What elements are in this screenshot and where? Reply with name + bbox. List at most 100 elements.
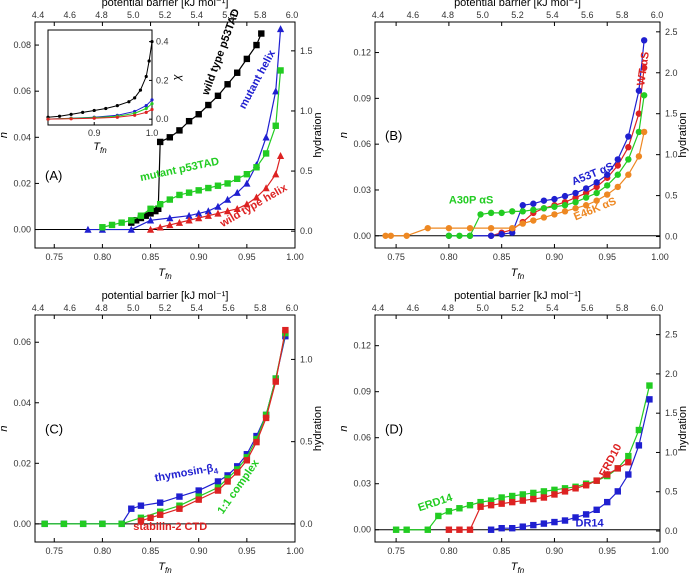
data-point xyxy=(509,208,516,215)
series-1-1-complex xyxy=(41,329,289,528)
x-tick-label: 0.80 xyxy=(440,252,458,262)
data-point xyxy=(498,524,505,532)
top-axis-tick-label: 6.0 xyxy=(651,303,664,313)
data-point xyxy=(272,170,280,178)
data-point xyxy=(253,164,260,171)
data-point xyxy=(127,225,135,233)
data-point xyxy=(175,218,184,226)
inset-data-point xyxy=(92,108,96,113)
right-axis-title: hydration xyxy=(677,406,689,451)
panel-d: 0.75 0.80 0.85 0.90 0.95 1.00 4.4 4.6 4.8 5.0 5.2 5… xyxy=(338,290,689,575)
y2-tick-label: 0.0 xyxy=(665,526,678,536)
y2-tick-label: 1.5 xyxy=(300,46,313,56)
data-point xyxy=(572,205,579,212)
data-point xyxy=(223,195,232,203)
data-point xyxy=(604,191,611,198)
data-point xyxy=(614,156,621,163)
y2-tick-label: 1.5 xyxy=(665,408,678,418)
data-point xyxy=(625,144,632,151)
panel-b: 0.75 0.80 0.85 0.90 0.95 1.00 4.4 4.6 4.8 5.0 5.2 5… xyxy=(338,0,689,281)
x-axis-title-main: T xyxy=(158,267,166,279)
x-tick-label: 0.90 xyxy=(190,546,208,556)
x-tick-label: 0.85 xyxy=(142,252,160,262)
data-point xyxy=(582,482,590,489)
top-axis-tick-label: 5.8 xyxy=(254,10,267,20)
data-point xyxy=(156,223,164,231)
data-point xyxy=(445,508,453,515)
top-axis-tick-label: 4.4 xyxy=(372,303,385,313)
data-point xyxy=(477,503,484,510)
data-point xyxy=(147,514,154,521)
data-point xyxy=(561,488,569,495)
series-a30p-s xyxy=(445,92,648,239)
data-point xyxy=(276,151,285,159)
series-erd10 xyxy=(445,459,632,533)
data-point xyxy=(195,187,202,194)
data-point xyxy=(205,101,212,109)
data-point xyxy=(519,208,526,215)
inset-data-point xyxy=(69,117,73,121)
panel-label: (A) xyxy=(45,168,62,183)
data-point xyxy=(176,127,183,134)
data-point xyxy=(519,491,526,498)
x-axis-title: Tfn xyxy=(158,267,172,281)
data-point xyxy=(195,487,202,494)
data-point xyxy=(646,396,653,403)
data-point xyxy=(582,185,590,192)
top-axis-tick-label: 5.4 xyxy=(190,303,203,313)
data-point xyxy=(79,520,87,528)
x-tick-label: 1.00 xyxy=(286,546,304,556)
data-point xyxy=(625,471,632,478)
inset-data-point xyxy=(138,88,143,92)
top-axis-tick-label: 6.0 xyxy=(651,10,664,20)
x-axis-title-sub: fn xyxy=(518,272,525,281)
top-axis-tick-label: 6.0 xyxy=(286,10,299,20)
x-tick-label: 0.80 xyxy=(94,546,112,556)
data-point xyxy=(272,378,279,385)
data-point xyxy=(387,232,395,239)
data-point xyxy=(551,195,558,203)
inset-y-label: χ xyxy=(171,74,183,82)
y-tick-label: 0.00 xyxy=(13,225,31,235)
data-point xyxy=(540,197,548,204)
series-label: A30P αS xyxy=(449,195,493,207)
data-point xyxy=(530,489,537,497)
data-point xyxy=(487,497,495,504)
inset-data-point xyxy=(115,104,119,108)
data-point xyxy=(604,171,611,178)
inset-data-point xyxy=(133,96,137,100)
x-tick-label: 0.85 xyxy=(142,546,160,556)
data-point xyxy=(593,197,600,204)
data-point xyxy=(195,214,203,222)
x-axis-title-sub: fn xyxy=(518,566,525,575)
data-point xyxy=(128,505,135,512)
top-axis-tick-label: 4.6 xyxy=(407,303,420,313)
series-label-sub: 4 xyxy=(213,466,219,476)
y2-tick-label: 1.5 xyxy=(665,109,678,119)
data-point xyxy=(41,520,48,528)
data-point xyxy=(614,171,621,178)
inset-data-point xyxy=(144,106,148,111)
top-axis-tick-label: 4.4 xyxy=(32,303,45,313)
data-point xyxy=(572,485,579,492)
x-axis-title-main: T xyxy=(158,561,166,573)
data-point xyxy=(233,204,241,212)
inset-data-point xyxy=(133,113,137,117)
data-point xyxy=(147,205,154,212)
data-point xyxy=(572,198,579,206)
top-axis-tick-label: 5.0 xyxy=(476,10,489,20)
data-point xyxy=(572,194,579,201)
data-point xyxy=(392,526,400,533)
data-point xyxy=(582,194,590,201)
data-point xyxy=(635,110,643,117)
data-point xyxy=(582,202,590,209)
series-label-text: mutant p53TAD xyxy=(139,156,220,184)
top-axis-tick-label: 4.6 xyxy=(407,10,420,20)
data-point xyxy=(156,138,164,146)
data-point xyxy=(640,37,648,44)
series-label-text: WT αS xyxy=(635,51,652,87)
data-point xyxy=(156,200,164,208)
data-point xyxy=(99,520,106,528)
series-label-text: DR14 xyxy=(576,518,605,530)
y-tick-label: 0.00 xyxy=(353,525,371,535)
